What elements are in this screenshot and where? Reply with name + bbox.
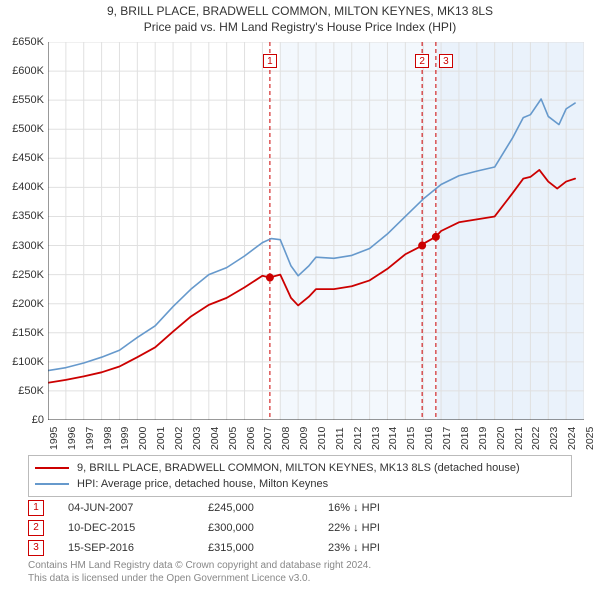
x-axis-tick-label: 2023 xyxy=(548,436,560,450)
y-axis-tick-label: £250K xyxy=(0,269,44,281)
legend-item-hpi: HPI: Average price, detached house, Milt… xyxy=(35,476,565,492)
x-axis-tick-label: 2005 xyxy=(227,436,239,450)
footer-attribution: Contains HM Land Registry data © Crown c… xyxy=(28,560,572,585)
x-axis-tick-label: 1995 xyxy=(48,436,60,450)
y-axis-tick-label: £400K xyxy=(0,181,44,193)
transaction-date: 15-SEP-2016 xyxy=(68,542,208,554)
x-axis-tick-label: 2021 xyxy=(513,436,525,450)
legend-swatch-property xyxy=(35,467,69,469)
y-axis-tick-label: £600K xyxy=(0,65,44,77)
transaction-delta: 16% ↓ HPI xyxy=(328,502,448,514)
transaction-price: £300,000 xyxy=(208,522,328,534)
transaction-price: £245,000 xyxy=(208,502,328,514)
x-axis-tick-label: 2001 xyxy=(155,436,167,450)
x-axis-tick-label: 2007 xyxy=(262,436,274,450)
x-axis-tick-label: 2000 xyxy=(137,436,149,450)
legend-swatch-hpi xyxy=(35,483,69,485)
transaction-marker-box: 3 xyxy=(28,540,44,556)
x-axis-tick-label: 2022 xyxy=(530,436,542,450)
footer-line2: This data is licensed under the Open Gov… xyxy=(28,573,572,586)
x-axis-tick-label: 2016 xyxy=(423,436,435,450)
x-axis-tick-label: 2002 xyxy=(173,436,185,450)
chart-container: 9, BRILL PLACE, BRADWELL COMMON, MILTON … xyxy=(0,0,600,590)
table-row: 2 10-DEC-2015 £300,000 22% ↓ HPI xyxy=(28,518,572,538)
plot-area xyxy=(48,42,584,420)
x-axis-tick-label: 1999 xyxy=(119,436,131,450)
y-axis-tick-label: £550K xyxy=(0,94,44,106)
x-axis-tick-label: 2019 xyxy=(477,436,489,450)
transaction-marker-box: 2 xyxy=(28,520,44,536)
legend-box: 9, BRILL PLACE, BRADWELL COMMON, MILTON … xyxy=(28,455,572,497)
x-axis-tick-label: 2014 xyxy=(387,436,399,450)
legend-item-property: 9, BRILL PLACE, BRADWELL COMMON, MILTON … xyxy=(35,460,565,476)
x-axis-tick-label: 2012 xyxy=(352,436,364,450)
x-axis-tick-label: 2015 xyxy=(405,436,417,450)
transaction-date: 10-DEC-2015 xyxy=(68,522,208,534)
x-axis-tick-label: 2018 xyxy=(459,436,471,450)
transaction-price: £315,000 xyxy=(208,542,328,554)
chart-transaction-marker: 3 xyxy=(439,54,453,68)
chart-transaction-marker: 2 xyxy=(415,54,429,68)
x-axis-tick-label: 1997 xyxy=(84,436,96,450)
transaction-date: 04-JUN-2007 xyxy=(68,502,208,514)
transaction-delta: 22% ↓ HPI xyxy=(328,522,448,534)
x-axis-tick-label: 2010 xyxy=(316,436,328,450)
y-axis-tick-label: £500K xyxy=(0,123,44,135)
y-axis-tick-label: £150K xyxy=(0,327,44,339)
footer-line1: Contains HM Land Registry data © Crown c… xyxy=(28,560,572,573)
table-row: 3 15-SEP-2016 £315,000 23% ↓ HPI xyxy=(28,538,572,558)
transactions-table: 1 04-JUN-2007 £245,000 16% ↓ HPI 2 10-DE… xyxy=(28,498,572,558)
y-axis-tick-label: £0 xyxy=(0,414,44,426)
x-axis-tick-label: 2003 xyxy=(191,436,203,450)
x-axis-tick-label: 2024 xyxy=(566,436,578,450)
chart-title-line1: 9, BRILL PLACE, BRADWELL COMMON, MILTON … xyxy=(0,0,600,20)
transaction-marker-box: 1 xyxy=(28,500,44,516)
x-axis-tick-label: 2020 xyxy=(495,436,507,450)
y-axis-tick-label: £200K xyxy=(0,298,44,310)
chart-title-line2: Price paid vs. HM Land Registry's House … xyxy=(0,20,600,36)
x-axis-tick-label: 1998 xyxy=(102,436,114,450)
y-axis-tick-label: £50K xyxy=(0,385,44,397)
x-axis-tick-label: 2004 xyxy=(209,436,221,450)
y-axis-tick-label: £300K xyxy=(0,240,44,252)
x-axis-tick-label: 2006 xyxy=(245,436,257,450)
x-axis-tick-label: 1996 xyxy=(66,436,78,450)
table-row: 1 04-JUN-2007 £245,000 16% ↓ HPI xyxy=(28,498,572,518)
legend-label-property: 9, BRILL PLACE, BRADWELL COMMON, MILTON … xyxy=(77,462,520,474)
x-axis-tick-label: 2025 xyxy=(584,436,596,450)
transaction-delta: 23% ↓ HPI xyxy=(328,542,448,554)
x-axis-tick-label: 2009 xyxy=(298,436,310,450)
x-axis-tick-label: 2008 xyxy=(280,436,292,450)
y-axis-tick-label: £350K xyxy=(0,210,44,222)
x-axis-tick-label: 2011 xyxy=(334,436,346,450)
chart-transaction-marker: 1 xyxy=(263,54,277,68)
legend-label-hpi: HPI: Average price, detached house, Milt… xyxy=(77,478,328,490)
chart-svg xyxy=(48,42,584,420)
y-axis-tick-label: £100K xyxy=(0,356,44,368)
x-axis-tick-label: 2017 xyxy=(441,436,453,450)
y-axis-tick-label: £450K xyxy=(0,152,44,164)
y-axis-tick-label: £650K xyxy=(0,36,44,48)
x-axis-tick-label: 2013 xyxy=(370,436,382,450)
